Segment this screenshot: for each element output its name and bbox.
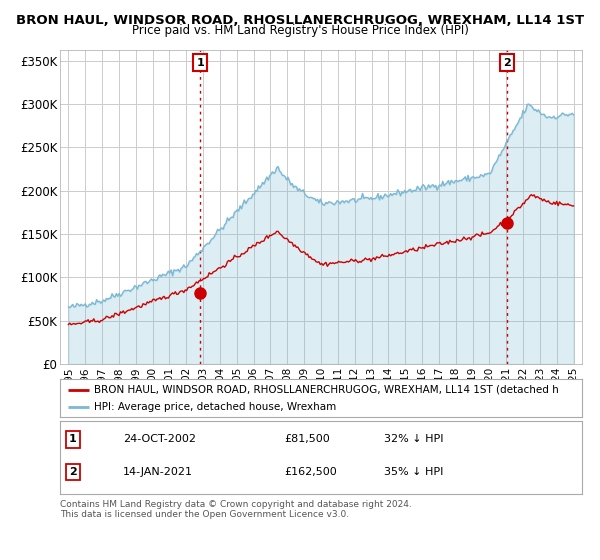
Text: £162,500: £162,500 [284,467,337,477]
Text: 35% ↓ HPI: 35% ↓ HPI [383,467,443,477]
Text: Price paid vs. HM Land Registry's House Price Index (HPI): Price paid vs. HM Land Registry's House … [131,24,469,37]
Text: BRON HAUL, WINDSOR ROAD, RHOSLLANERCHRUGOG, WREXHAM, LL14 1ST (detached h: BRON HAUL, WINDSOR ROAD, RHOSLLANERCHRUG… [94,385,559,395]
Text: 14-JAN-2021: 14-JAN-2021 [122,467,193,477]
Text: HPI: Average price, detached house, Wrexham: HPI: Average price, detached house, Wrex… [94,402,336,412]
Text: Contains HM Land Registry data © Crown copyright and database right 2024.
This d: Contains HM Land Registry data © Crown c… [60,500,412,519]
Text: 2: 2 [69,467,77,477]
Text: 1: 1 [196,58,204,68]
Text: BRON HAUL, WINDSOR ROAD, RHOSLLANERCHRUGOG, WREXHAM, LL14 1ST: BRON HAUL, WINDSOR ROAD, RHOSLLANERCHRUG… [16,14,584,27]
Text: 24-OCT-2002: 24-OCT-2002 [122,435,196,444]
Text: 1: 1 [69,435,77,444]
Text: £81,500: £81,500 [284,435,330,444]
Text: 2: 2 [503,58,511,68]
Text: 32% ↓ HPI: 32% ↓ HPI [383,435,443,444]
